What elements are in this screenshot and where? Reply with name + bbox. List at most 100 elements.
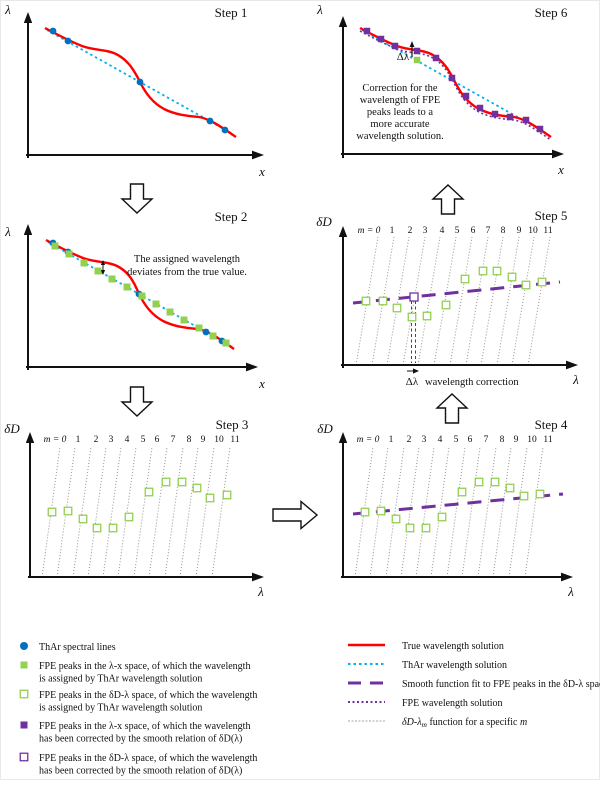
fpe-peaks-deltaD-squares <box>361 296 371 306</box>
y-axis-arrowhead <box>338 226 348 237</box>
arrow-step2-to-step3 <box>120 386 154 417</box>
fpe-peaks-deltaD-squares <box>521 280 531 290</box>
annotation-line: deviates from the true value. <box>127 267 247 278</box>
fpe-peaks-assigned-squares <box>80 259 88 267</box>
delta-d-lambda-m-lines <box>385 446 405 578</box>
fpe-peaks-assigned-squares <box>166 308 174 316</box>
fpe-peaks-deltaD-squares <box>535 489 545 499</box>
legend-text-part: δD-λ <box>402 717 422 728</box>
arrow-step5-to-step6 <box>431 184 465 215</box>
delta-d-lambda-m-lines <box>430 446 450 578</box>
y-axis-arrowhead <box>338 16 348 27</box>
fpe-peaks-assigned-squares <box>65 250 73 258</box>
fpe-peaks-deltaD-squares <box>407 312 417 322</box>
fpe-peaks-deltaD-squares <box>391 514 401 524</box>
legend-fpe-peaks-deltaD-lambda-corrected-marker <box>19 752 29 762</box>
fpe-peaks-deltaD-squares <box>405 523 415 533</box>
fpe-peaks-deltaD-squares <box>378 296 388 306</box>
x-axis-label: λ <box>572 372 579 387</box>
thar-spectral-line-dots <box>64 37 72 45</box>
arrow-step4-to-step5 <box>435 393 469 424</box>
delta-d-lambda-m-lines <box>402 236 426 366</box>
y-axis-label: λ <box>4 224 11 239</box>
delta-d-lambda-m-lines <box>355 236 379 366</box>
m-label: 1 <box>390 226 395 236</box>
delta-d-lambda-m-lines <box>508 446 528 578</box>
m-label: 8 <box>501 226 506 236</box>
delta-d-lambda-m-lines <box>41 446 61 578</box>
y-axis-arrowhead <box>23 224 33 235</box>
m-label: m = 0 <box>44 435 67 445</box>
fpe-peaks-corrected-squares <box>506 113 514 121</box>
delta-d-lambda-m-lines <box>433 236 457 366</box>
y-axis-label: δD <box>317 421 333 436</box>
legend-fpe-wavelength-solution-label: FPE wavelength solution <box>402 698 503 709</box>
smooth-fit-dashed-line <box>352 492 564 516</box>
x-axis-arrowhead <box>252 150 264 160</box>
step-title: Step 6 <box>535 5 568 20</box>
y-axis-arrowhead <box>338 432 348 443</box>
delta-d-lambda-m-lines <box>461 446 481 578</box>
annotation-line: The assigned wavelength <box>134 254 241 265</box>
fpe-peaks-deltaD-squares <box>478 266 488 276</box>
annotation-line: Correction for the <box>362 83 438 94</box>
delta-d-lambda-m-lines <box>415 446 435 578</box>
x-axis-arrowhead <box>561 572 573 582</box>
m-label: 9 <box>201 435 206 445</box>
correction-arrow-head <box>413 368 419 374</box>
fpe-peaks-deltaD-squares <box>177 477 187 487</box>
m-label: m = 0 <box>358 226 381 236</box>
delta-d-lambda-m-lines <box>524 446 544 578</box>
delta-d-lambda-m-lines <box>449 236 473 366</box>
x-axis-label: λ <box>257 584 264 599</box>
fpe-peaks-deltaD-squares <box>421 523 431 533</box>
m-label: 10 <box>214 435 224 445</box>
fpe-peaks-assigned-squares <box>51 242 59 250</box>
m-label: 4 <box>440 226 445 236</box>
delta-d-lambda-m-lines <box>371 236 395 366</box>
m-label: 3 <box>109 435 114 445</box>
delta-d-lambda-m-lines <box>148 446 168 578</box>
fpe-peaks-corrected-squares <box>476 104 484 112</box>
m-label: 11 <box>543 226 552 236</box>
m-label: 5 <box>141 435 146 445</box>
thar-spectral-line-dots <box>202 328 210 336</box>
m-label: 11 <box>230 435 239 445</box>
m-label: 9 <box>517 226 522 236</box>
step-title: Step 2 <box>215 209 248 224</box>
thar-spectral-line-dots <box>136 78 144 86</box>
arrow-step3-to-step4 <box>272 499 319 531</box>
m-label: 8 <box>187 435 192 445</box>
y-axis-arrowhead <box>25 432 35 443</box>
fpe-peaks-assigned-squares <box>222 339 230 347</box>
delta-d-lambda-m-lines <box>179 446 199 578</box>
thar-spectral-line-dots <box>206 117 214 125</box>
fpe-peaks-deltaD-squares <box>490 477 500 487</box>
m-label: 4 <box>125 435 130 445</box>
legend-thar-wavelength-solution-label: ThAr wavelength solution <box>402 660 507 671</box>
fpe-peaks-deltaD-squares <box>437 512 447 522</box>
fpe-peaks-deltaD-squares <box>422 311 432 321</box>
fpe-peaks-assigned-squares <box>94 267 102 275</box>
delta-d-lambda-m-lines <box>117 446 137 578</box>
fpe-peaks-corrected-squares <box>377 35 385 43</box>
legend-fpe-peaks-deltaD-lambda-corrected-label: FPE peaks in the δD-λ space, of which th… <box>39 753 257 764</box>
step-title: Step 3 <box>216 417 249 432</box>
fpe-peaks-deltaD-squares <box>108 523 118 533</box>
delta-d-lambda-m-lines <box>87 446 107 578</box>
m-label: 2 <box>407 435 412 445</box>
m-label: 7 <box>171 435 176 445</box>
legend-fpe-peaks-lambda-x-corrected-label: has been corrected by the smooth relatio… <box>39 734 242 745</box>
fpe-peaks-deltaD-squares <box>460 274 470 284</box>
x-axis-label: x <box>258 376 265 391</box>
delta-d-lambda-m-lines <box>496 236 520 366</box>
fpe-peaks-deltaD-squares <box>161 477 171 487</box>
m-label: 1 <box>389 435 394 445</box>
fpe-peak-assigned-square <box>413 56 421 64</box>
x-axis-arrowhead <box>566 360 578 370</box>
legend-fpe-peaks-lambda-x-assigned-marker <box>20 661 28 669</box>
legend-fpe-peaks-lambda-x-assigned-label: FPE peaks in the λ-x space, of which the… <box>39 661 250 672</box>
annotation-line: peaks leads to a <box>367 107 434 118</box>
